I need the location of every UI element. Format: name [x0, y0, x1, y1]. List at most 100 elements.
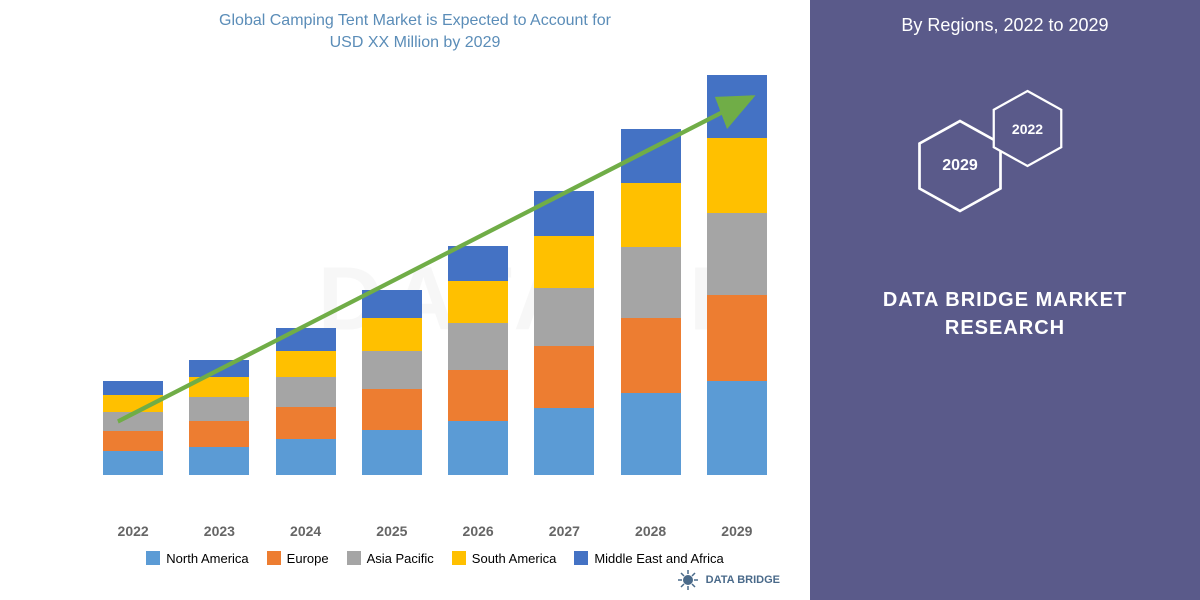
legend-swatch [574, 551, 588, 565]
bar-stack [707, 75, 767, 475]
bar-segment [276, 439, 336, 475]
chart-section: Global Camping Tent Market is Expected t… [0, 0, 810, 600]
bar-segment [621, 247, 681, 318]
x-axis-label: 2023 [189, 523, 249, 539]
bar-segment [621, 129, 681, 183]
x-axis-label: 2024 [276, 523, 336, 539]
bar-group [448, 246, 508, 475]
bar-segment [707, 381, 767, 474]
bar-stack [276, 328, 336, 475]
bar-segment [189, 397, 249, 420]
x-axis-label: 2028 [621, 523, 681, 539]
bar-segment [621, 318, 681, 393]
brand-text: DATA BRIDGE MARKET RESEARCH [883, 286, 1127, 342]
legend-label: Asia Pacific [367, 551, 434, 566]
hexagon-group: 2029 2022 [905, 86, 1105, 226]
bar-stack [103, 381, 163, 474]
bar-segment [534, 236, 594, 288]
chart-title-line1: Global Camping Tent Market is Expected t… [219, 12, 611, 29]
bar-group [621, 129, 681, 475]
hex-inner: 2022 [990, 86, 1065, 171]
bar-group [103, 381, 163, 474]
legend-item: Middle East and Africa [574, 551, 723, 566]
right-panel: By Regions, 2022 to 2029 2029 2022 DATA … [810, 0, 1200, 600]
legend-item: North America [146, 551, 248, 566]
legend-label: Europe [287, 551, 329, 566]
legend-label: Middle East and Africa [594, 551, 723, 566]
bar-group [189, 360, 249, 475]
bar-segment [707, 213, 767, 295]
footer-logo-icon [676, 568, 700, 592]
bar-segment [103, 412, 163, 431]
bar-segment [362, 430, 422, 475]
chart-area [80, 75, 790, 515]
x-axis-labels: 2022 2023 2024 2025 2026 2027 2028 2029 [80, 515, 790, 539]
legend-swatch [146, 551, 160, 565]
legend-swatch [347, 551, 361, 565]
bar-stack [621, 129, 681, 475]
bar-segment [362, 290, 422, 318]
bars-container [80, 75, 790, 475]
bar-segment [448, 323, 508, 370]
bar-segment [534, 288, 594, 346]
bar-stack [189, 360, 249, 475]
main-container: Global Camping Tent Market is Expected t… [0, 0, 1200, 600]
bar-group [534, 191, 594, 475]
bar-segment [621, 183, 681, 247]
x-axis-label: 2022 [103, 523, 163, 539]
bar-group [362, 290, 422, 475]
bar-stack [448, 246, 508, 475]
bar-segment [103, 381, 163, 395]
legend-item: Europe [267, 551, 329, 566]
legend-swatch [452, 551, 466, 565]
hex-outer-label: 2029 [942, 157, 978, 175]
legend-label: South America [472, 551, 557, 566]
bar-segment [276, 351, 336, 377]
chart-title-line2: USD XX Million by 2029 [330, 34, 501, 51]
bar-segment [103, 451, 163, 474]
bar-segment [189, 377, 249, 398]
hex-inner-label: 2022 [1012, 121, 1043, 137]
bar-group [276, 328, 336, 475]
footer-logo: DATA BRIDGE [676, 568, 780, 592]
legend-item: Asia Pacific [347, 551, 434, 566]
bar-segment [707, 295, 767, 381]
brand-line1: DATA BRIDGE MARKET [883, 289, 1127, 311]
footer-logo-text: DATA BRIDGE [706, 574, 780, 586]
bar-segment [448, 421, 508, 475]
bar-segment [534, 408, 594, 475]
bar-segment [276, 377, 336, 407]
x-axis-label: 2027 [534, 523, 594, 539]
bar-segment [276, 328, 336, 350]
bar-segment [103, 431, 163, 452]
x-axis-label: 2025 [362, 523, 422, 539]
bar-stack [534, 191, 594, 475]
x-axis-label: 2026 [448, 523, 508, 539]
bar-segment [448, 246, 508, 282]
bar-stack [362, 290, 422, 475]
bar-segment [189, 360, 249, 377]
chart-legend: North America Europe Asia Pacific South Ame… [80, 551, 790, 566]
legend-label: North America [166, 551, 248, 566]
bar-segment [448, 281, 508, 323]
x-axis-label: 2029 [707, 523, 767, 539]
panel-header: By Regions, 2022 to 2029 [901, 15, 1108, 36]
bar-segment [534, 346, 594, 408]
bar-segment [362, 351, 422, 388]
bar-segment [103, 395, 163, 412]
bar-group [707, 75, 767, 475]
bar-segment [621, 393, 681, 475]
legend-item: South America [452, 551, 557, 566]
bar-segment [448, 370, 508, 420]
legend-swatch [267, 551, 281, 565]
chart-title: Global Camping Tent Market is Expected t… [40, 10, 790, 55]
bar-segment [707, 75, 767, 139]
bar-segment [362, 389, 422, 430]
bar-segment [276, 407, 336, 440]
bar-segment [189, 421, 249, 447]
bar-segment [534, 191, 594, 236]
bar-segment [362, 318, 422, 352]
brand-line2: RESEARCH [945, 317, 1065, 339]
bar-segment [707, 138, 767, 213]
bar-segment [189, 447, 249, 475]
